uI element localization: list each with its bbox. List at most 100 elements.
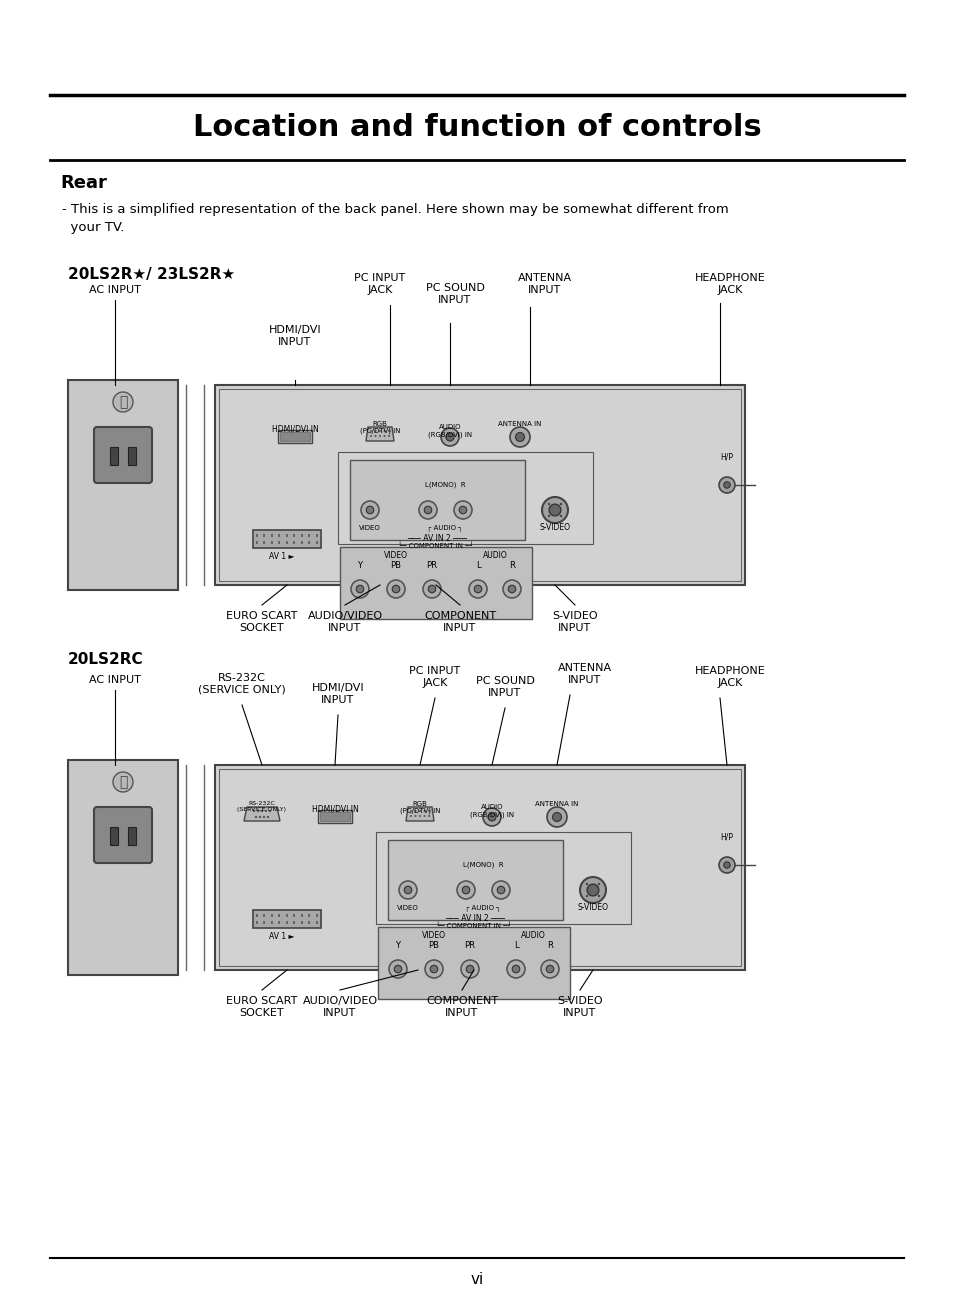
Text: AV 1 ►: AV 1 ► [269,932,294,941]
Bar [278,913,280,917]
Bar [315,541,317,543]
Bar [286,541,288,543]
Bar [286,921,288,924]
Circle shape [466,966,474,973]
Text: AC INPUT: AC INPUT [89,675,141,685]
Text: ⏚: ⏚ [119,395,127,409]
Circle shape [546,966,553,973]
Bar [128,827,136,846]
Text: RGB
(PC/DTV) IN: RGB (PC/DTV) IN [399,801,439,814]
Bar [214,384,744,585]
Bar [271,913,273,917]
Circle shape [474,585,481,593]
Text: Rear: Rear [60,175,107,192]
Bar [308,921,310,924]
Bar [315,534,317,537]
Circle shape [112,771,132,792]
Bar [128,447,136,465]
Text: AUDIO: AUDIO [482,550,507,559]
Text: ⏚: ⏚ [119,775,127,790]
Circle shape [492,881,510,899]
Text: └─ COMPONENT IN ─┘: └─ COMPONENT IN ─┘ [397,542,474,549]
Text: PR: PR [426,560,437,569]
Text: AC INPUT: AC INPUT [89,285,141,294]
Circle shape [454,500,472,519]
Bar [301,921,303,924]
Bar [278,534,280,537]
Bar [278,541,280,543]
Bar [339,547,532,619]
Bar [308,534,310,537]
Text: AV 1 ►: AV 1 ► [269,552,294,562]
Text: your TV.: your TV. [62,222,124,235]
Circle shape [383,430,385,433]
Text: EURO SCART
SOCKET: EURO SCART SOCKET [226,611,297,632]
Text: S-VIDEO
INPUT: S-VIDEO INPUT [557,995,602,1018]
Bar [263,541,265,543]
Text: RS-232C
(SERVICE ONLY): RS-232C (SERVICE ONLY) [198,674,286,694]
Text: S-VIDEO: S-VIDEO [577,903,608,912]
Circle shape [546,807,566,827]
Bar [263,921,265,924]
Text: Y: Y [395,941,400,950]
Bar [219,769,740,966]
Circle shape [723,861,729,868]
Bar [308,541,310,543]
Bar [255,913,257,917]
Text: PB: PB [428,941,439,950]
Text: VIDEO: VIDEO [421,930,446,939]
Text: L(MONO)  R: L(MONO) R [462,861,503,868]
Circle shape [598,883,599,885]
Bar [319,812,350,821]
Circle shape [398,881,416,899]
Bar [294,921,295,924]
Circle shape [256,809,259,812]
Circle shape [258,816,261,818]
Text: - This is a simplified representation of the back panel. Here shown may be somew: - This is a simplified representation of… [62,203,728,216]
Circle shape [260,809,263,812]
Circle shape [418,500,436,519]
Bar [255,921,257,924]
Circle shape [428,585,436,593]
Circle shape [355,585,363,593]
Bar [263,913,265,917]
Circle shape [508,585,516,593]
Circle shape [512,966,519,973]
Text: ANTENNA
INPUT: ANTENNA INPUT [558,663,612,685]
Bar [110,447,118,465]
Bar [301,534,303,537]
Bar [294,534,295,537]
Circle shape [549,504,560,516]
Circle shape [540,960,558,979]
Text: L: L [476,560,479,569]
Circle shape [458,507,466,513]
Text: vi: vi [470,1273,483,1287]
Circle shape [375,435,376,437]
Circle shape [370,435,372,437]
Bar [277,430,312,443]
Text: ┌ AUDIO ┐: ┌ AUDIO ┐ [465,904,500,911]
Circle shape [378,435,380,437]
Circle shape [462,886,469,894]
Bar [263,534,265,537]
Bar [315,913,317,917]
Circle shape [552,813,561,821]
Bar [317,810,352,823]
Text: VIDEO: VIDEO [396,906,418,911]
Circle shape [360,500,378,519]
Bar [301,913,303,917]
Circle shape [428,810,430,812]
Circle shape [506,960,524,979]
Text: ANTENNA
INPUT: ANTENNA INPUT [517,274,572,294]
Text: Location and function of controls: Location and function of controls [193,113,760,142]
Circle shape [585,883,588,885]
Circle shape [559,515,561,517]
Circle shape [515,433,524,442]
Text: EURO SCART
SOCKET: EURO SCART SOCKET [226,995,297,1018]
Text: PC SOUND
INPUT: PC SOUND INPUT [475,676,534,698]
Bar [271,921,273,924]
Circle shape [269,809,271,812]
Text: RGB
(PC/DTV) IN: RGB (PC/DTV) IN [359,421,400,434]
Circle shape [586,885,598,896]
Circle shape [482,808,500,826]
